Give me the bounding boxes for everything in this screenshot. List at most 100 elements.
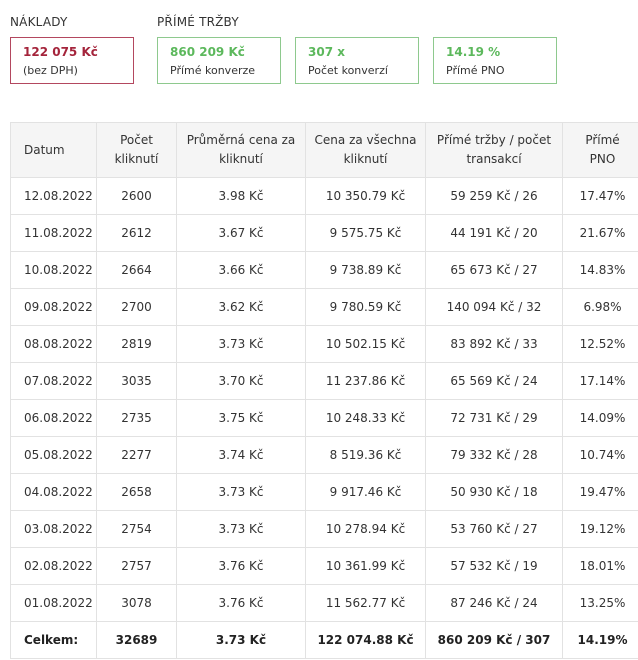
cell-datum: 02.08.2022 [10, 547, 97, 585]
cell-trzby: 50 930 Kč / 18 [425, 473, 563, 511]
cell-celkem: 10 350.79 Kč [305, 177, 426, 215]
table-row: 05.08.2022 2277 3.74 Kč 8 519.36 Kč 79 332 K… [10, 436, 638, 474]
cell-celkem: 9 780.59 Kč [305, 288, 426, 326]
cell-celkem: 11 562.77 Kč [305, 584, 426, 622]
total-celkem: 122 074.88 Kč [305, 621, 426, 659]
prime-pno-value: 14.19 % [446, 45, 501, 59]
header-prime-trzby-line2: transakcí [466, 152, 522, 166]
table-total-row: Celkem: 32689 3.73 Kč 122 074.88 Kč 860 … [10, 621, 638, 659]
cell-cena: 3.67 Kč [176, 214, 306, 252]
naklady-sub: (bez DPH) [23, 64, 78, 77]
total-cena: 3.73 Kč [176, 621, 306, 659]
cell-pno: 10.74% [562, 436, 638, 474]
cell-pno: 19.12% [562, 510, 638, 548]
cell-pno: 12.52% [562, 325, 638, 363]
trzby-title: PŘÍMÉ TRŽBY [157, 15, 239, 29]
cell-trzby: 83 892 Kč / 33 [425, 325, 563, 363]
cell-pno: 13.25% [562, 584, 638, 622]
cell-kliky: 2600 [96, 177, 177, 215]
total-kliky: 32689 [96, 621, 177, 659]
cell-datum: 10.08.2022 [10, 251, 97, 289]
prime-konverze-label: Přímé konverze [170, 64, 256, 77]
cell-datum: 12.08.2022 [10, 177, 97, 215]
naklady-value: 122 075 Kč [23, 45, 98, 59]
cell-cena: 3.76 Kč [176, 584, 306, 622]
header-cena-celkem-line1: Cena za všechna [314, 133, 417, 147]
cell-trzby: 72 731 Kč / 29 [425, 399, 563, 437]
naklady-card: 122 075 Kč (bez DPH) [10, 37, 134, 84]
cell-datum: 06.08.2022 [10, 399, 97, 437]
cell-kliky: 3078 [96, 584, 177, 622]
cell-kliky: 2277 [96, 436, 177, 474]
cell-kliky: 2658 [96, 473, 177, 511]
header-cena-celkem: Cena za všechna kliknutí [305, 122, 426, 178]
cell-pno: 6.98% [562, 288, 638, 326]
header-prumerna-cena-line2: kliknutí [219, 152, 263, 166]
cell-trzby: 59 259 Kč / 26 [425, 177, 563, 215]
cell-celkem: 9 575.75 Kč [305, 214, 426, 252]
cell-pno: 21.67% [562, 214, 638, 252]
prime-pno-card: 14.19 % Přímé PNO [433, 37, 557, 84]
cell-cena: 3.73 Kč [176, 473, 306, 511]
cell-celkem: 9 917.46 Kč [305, 473, 426, 511]
cell-datum: 07.08.2022 [10, 362, 97, 400]
cell-cena: 3.70 Kč [176, 362, 306, 400]
table-row: 12.08.2022 2600 3.98 Kč 10 350.79 Kč 59 259 … [10, 177, 638, 215]
cell-celkem: 10 361.99 Kč [305, 547, 426, 585]
cell-pno: 19.47% [562, 473, 638, 511]
stats-table: Datum Počet kliknutí Průměrná cena za klik… [10, 122, 638, 659]
cell-pno: 18.01% [562, 547, 638, 585]
cell-pno: 14.83% [562, 251, 638, 289]
table-row: 04.08.2022 2658 3.73 Kč 9 917.46 Kč 50 930 K… [10, 473, 638, 511]
stats-table-wrapper[interactable]: Datum Počet kliknutí Průměrná cena za klik… [10, 122, 638, 659]
table-row: 10.08.2022 2664 3.66 Kč 9 738.89 Kč 65 673 K… [10, 251, 638, 289]
cell-cena: 3.76 Kč [176, 547, 306, 585]
cell-cena: 3.73 Kč [176, 325, 306, 363]
header-prumerna-cena: Průměrná cena za kliknutí [176, 122, 306, 178]
cell-trzby: 44 191 Kč / 20 [425, 214, 563, 252]
cell-cena: 3.75 Kč [176, 399, 306, 437]
header-pocet-kliknuti-line2: kliknutí [114, 152, 159, 166]
header-prime-trzby: Přímé tržby / počet transakcí [425, 122, 563, 178]
cell-pno: 14.09% [562, 399, 638, 437]
cell-datum: 05.08.2022 [10, 436, 97, 474]
cell-celkem: 10 278.94 Kč [305, 510, 426, 548]
prime-konverze-card: 860 209 Kč Přímé konverze [157, 37, 281, 84]
cell-celkem: 10 248.33 Kč [305, 399, 426, 437]
prime-pno-label: Přímé PNO [446, 64, 505, 77]
cell-trzby: 53 760 Kč / 27 [425, 510, 563, 548]
cell-celkem: 8 519.36 Kč [305, 436, 426, 474]
cell-kliky: 2664 [96, 251, 177, 289]
cell-cena: 3.98 Kč [176, 177, 306, 215]
cell-datum: 09.08.2022 [10, 288, 97, 326]
table-row: 03.08.2022 2754 3.73 Kč 10 278.94 Kč 53 760 … [10, 510, 638, 548]
table-row: 01.08.2022 3078 3.76 Kč 11 562.77 Kč 87 246 … [10, 584, 638, 622]
cell-trzby: 87 246 Kč / 24 [425, 584, 563, 622]
cell-pno: 17.14% [562, 362, 638, 400]
cell-datum: 08.08.2022 [10, 325, 97, 363]
cell-datum: 04.08.2022 [10, 473, 97, 511]
header-datum: Datum [10, 122, 97, 178]
table-row: 11.08.2022 2612 3.67 Kč 9 575.75 Kč 44 191 K… [10, 214, 638, 252]
cell-cena: 3.74 Kč [176, 436, 306, 474]
cell-celkem: 10 502.15 Kč [305, 325, 426, 363]
table-row: 02.08.2022 2757 3.76 Kč 10 361.99 Kč 57 532 … [10, 547, 638, 585]
cell-kliky: 2819 [96, 325, 177, 363]
cell-kliky: 2700 [96, 288, 177, 326]
pocet-konverzi-value: 307 x [308, 45, 345, 59]
cell-trzby: 65 569 Kč / 24 [425, 362, 563, 400]
pocet-konverzi-label: Počet konverzí [308, 64, 388, 77]
cell-trzby: 65 673 Kč / 27 [425, 251, 563, 289]
cell-kliky: 2757 [96, 547, 177, 585]
cell-kliky: 3035 [96, 362, 177, 400]
header-prime-pno-line2: PNO [589, 152, 616, 166]
cell-cena: 3.66 Kč [176, 251, 306, 289]
header-pocet-kliknuti-line1: Počet [120, 133, 153, 147]
cell-datum: 03.08.2022 [10, 510, 97, 548]
table-row: 06.08.2022 2735 3.75 Kč 10 248.33 Kč 72 731 … [10, 399, 638, 437]
cell-trzby: 57 532 Kč / 19 [425, 547, 563, 585]
table-row: 08.08.2022 2819 3.73 Kč 10 502.15 Kč 83 892 … [10, 325, 638, 363]
cell-trzby: 140 094 Kč / 32 [425, 288, 563, 326]
cell-datum: 01.08.2022 [10, 584, 97, 622]
table-row: 07.08.2022 3035 3.70 Kč 11 237.86 Kč 65 569 … [10, 362, 638, 400]
